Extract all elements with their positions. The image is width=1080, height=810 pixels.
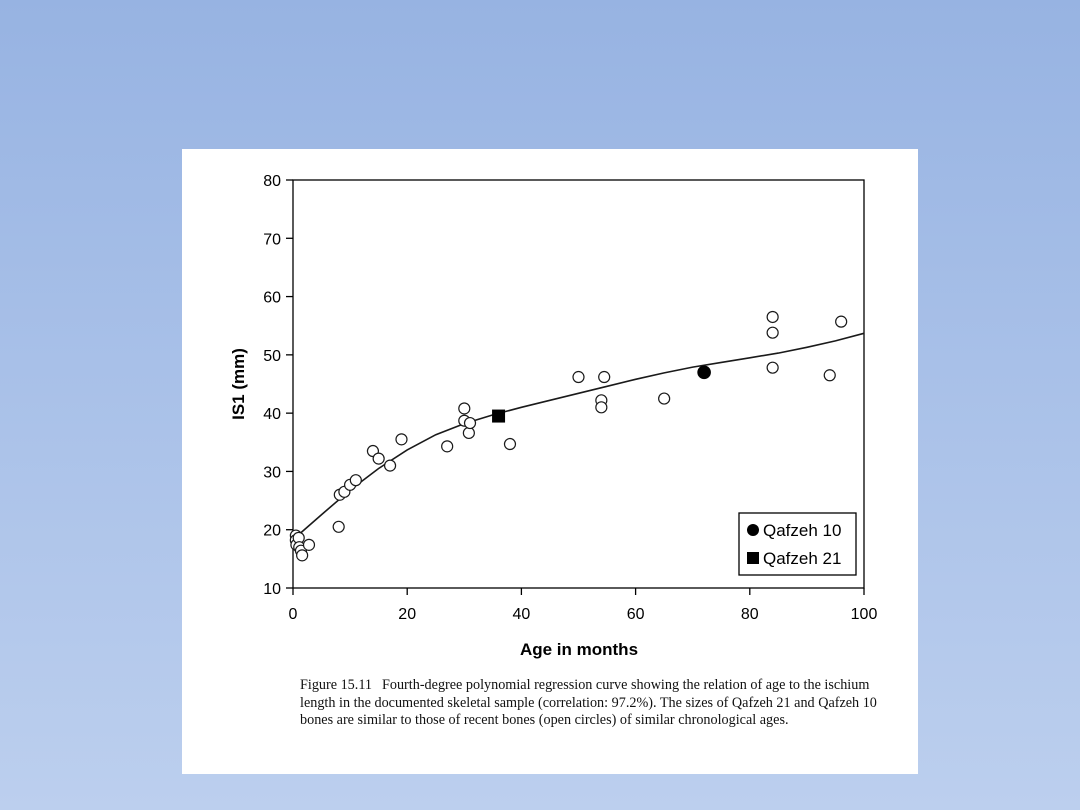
x-axis-title: Age in months — [520, 640, 638, 659]
x-tick-label: 80 — [741, 606, 759, 623]
y-tick-label: 50 — [263, 348, 281, 365]
figure-caption: Figure 15.11 Fourth-degree polynomial reg… — [300, 677, 885, 730]
x-tick-label: 40 — [513, 606, 531, 623]
data-point-recent — [332, 520, 345, 533]
x-tick-label: 100 — [851, 606, 878, 623]
x-tick-label: 60 — [627, 606, 645, 623]
data-point-recent — [658, 392, 671, 405]
y-tick-label: 30 — [263, 464, 281, 481]
data-point-recent — [572, 370, 585, 384]
x-tick-label: 20 — [398, 606, 416, 623]
legend-marker-square — [747, 552, 759, 564]
data-point-qafzeh-10 — [697, 365, 711, 380]
data-point-qafzeh-21 — [492, 409, 506, 423]
x-tick-label: 0 — [289, 606, 298, 623]
y-tick-label: 10 — [263, 581, 281, 598]
data-point-recent — [349, 474, 362, 487]
data-point-recent — [463, 416, 477, 430]
plot-frame — [292, 179, 865, 589]
data-point-recent — [766, 361, 779, 374]
chart-legend: Qafzeh 10 Qafzeh 21 — [738, 512, 857, 576]
y-tick-label: 40 — [263, 406, 281, 423]
data-point-recent — [395, 433, 408, 446]
legend-box — [738, 512, 857, 576]
y-tick-label: 20 — [263, 523, 281, 540]
data-point-recent — [458, 402, 471, 415]
regression-curve — [292, 332, 865, 541]
data-point-recent — [766, 326, 779, 339]
data-point-recent — [296, 549, 309, 562]
data-point-recent — [302, 538, 316, 551]
caption-text: Fourth-degree polynomial regression curv… — [300, 677, 877, 729]
figure-panel: 10 20 30 40 50 60 70 80 0 20 40 60 80 100 Qafzeh 10 Qaf… — [182, 149, 918, 774]
caption-label: Figure 15.11 — [300, 677, 372, 693]
y-tick-label: 70 — [263, 231, 281, 248]
y-tick-label: 80 — [263, 173, 281, 190]
data-point-recent — [383, 459, 397, 472]
data-point-recent — [598, 370, 611, 384]
data-point-recent — [441, 440, 454, 453]
legend-marker-circle — [747, 524, 759, 536]
data-point-recent — [372, 452, 385, 465]
data-point-recent — [503, 437, 517, 451]
legend-label: Qafzeh 21 — [763, 549, 841, 568]
data-point-recent — [835, 315, 848, 328]
y-tick-label: 60 — [263, 290, 281, 307]
data-point-recent — [766, 310, 779, 324]
legend-label: Qafzeh 10 — [763, 521, 841, 540]
y-axis-title: IS1 (mm) — [229, 348, 248, 420]
data-point-recent — [462, 426, 475, 440]
data-point-recent — [823, 369, 836, 382]
data-point-recent — [595, 401, 608, 414]
